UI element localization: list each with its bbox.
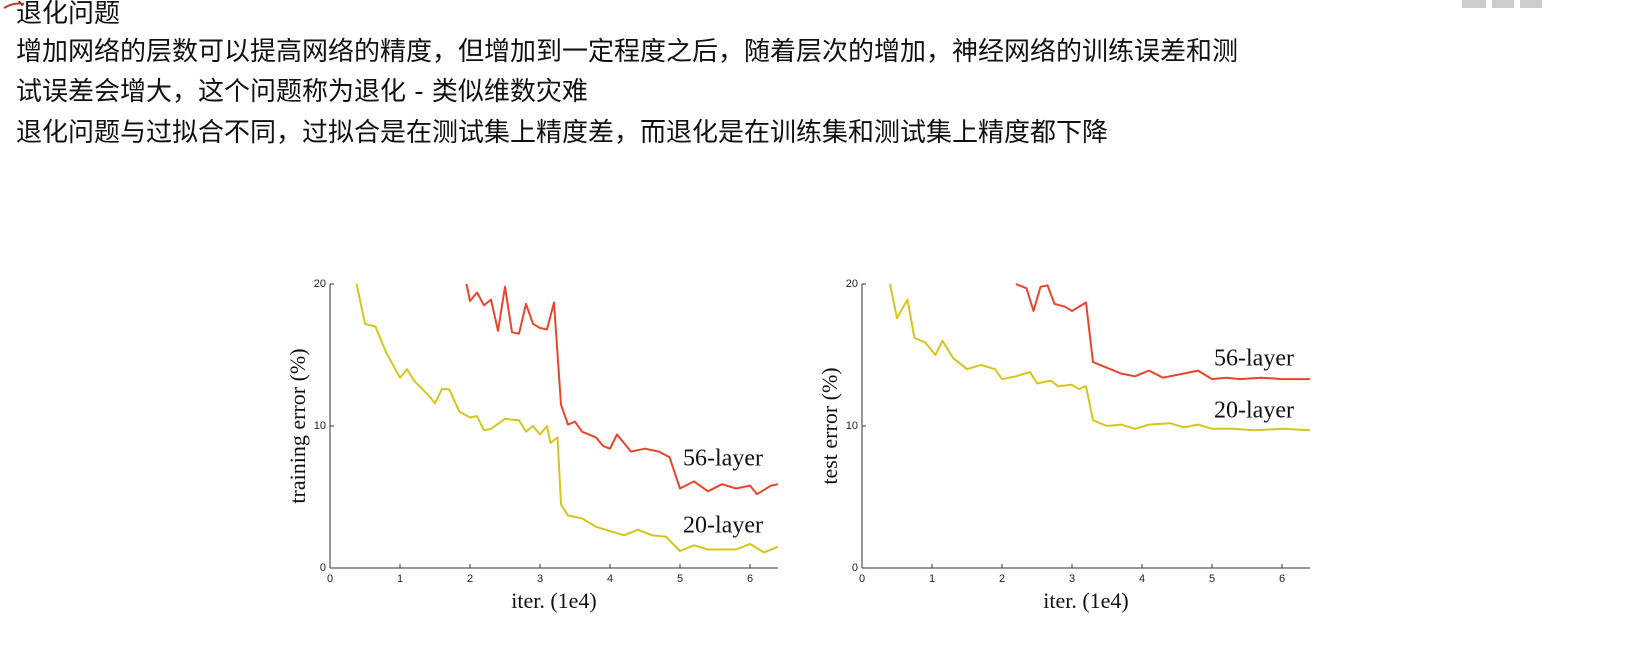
series-line (889, 283, 1311, 432)
x-tick-label: 5 (1209, 573, 1215, 585)
series-line (355, 283, 779, 554)
x-axis-label: iter. (1e4) (1043, 588, 1129, 613)
y-tick-label: 10 (314, 420, 326, 432)
slide-title: 退化问题 (16, 0, 121, 29)
x-tick-label: 2 (999, 573, 1005, 585)
x-tick-label: 2 (467, 573, 473, 585)
series-label: 20-layer (1214, 398, 1294, 424)
x-tick-label: 0 (859, 573, 865, 585)
x-tick-label: 0 (327, 573, 333, 585)
y-tick-label: 0 (320, 562, 326, 574)
text-line: 增加网络的层数可以提高网络的精度，但增加到一定程度之后，随着层次的增加，神经网络… (16, 37, 1239, 67)
text-line: 试误差会增大，这个问题称为退化 - 类似维数灾难 (16, 77, 588, 107)
x-tick-label: 4 (607, 573, 613, 585)
logo (1462, 0, 1542, 8)
x-tick-label: 6 (747, 573, 753, 585)
series-label: 56-layer (1214, 346, 1294, 372)
x-tick-label: 3 (1069, 573, 1075, 585)
series-label: 56-layer (683, 446, 763, 472)
x-tick-label: 5 (677, 573, 683, 585)
x-tick-label: 1 (397, 573, 403, 585)
y-tick-label: 20 (314, 278, 326, 290)
series-label: 20-layer (683, 513, 763, 539)
x-tick-label: 1 (929, 573, 935, 585)
y-tick-label: 0 (852, 562, 858, 574)
x-tick-label: 4 (1139, 573, 1145, 585)
series-line (1015, 283, 1310, 381)
y-axis-label: training error (%) (285, 348, 310, 503)
x-tick-label: 3 (537, 573, 543, 585)
series-line (465, 283, 779, 496)
pen-mark (3, 2, 25, 9)
text-line: 退化问题与过拟合不同，过拟合是在测试集上精度差，而退化是在训练集和测试集上精度都… (16, 118, 1109, 148)
x-tick-label: 6 (1279, 573, 1285, 585)
x-axis-label: iter. (1e4) (511, 588, 597, 613)
y-axis-label: test error (%) (817, 367, 842, 484)
y-tick-label: 10 (846, 420, 858, 432)
y-tick-label: 20 (846, 278, 858, 290)
